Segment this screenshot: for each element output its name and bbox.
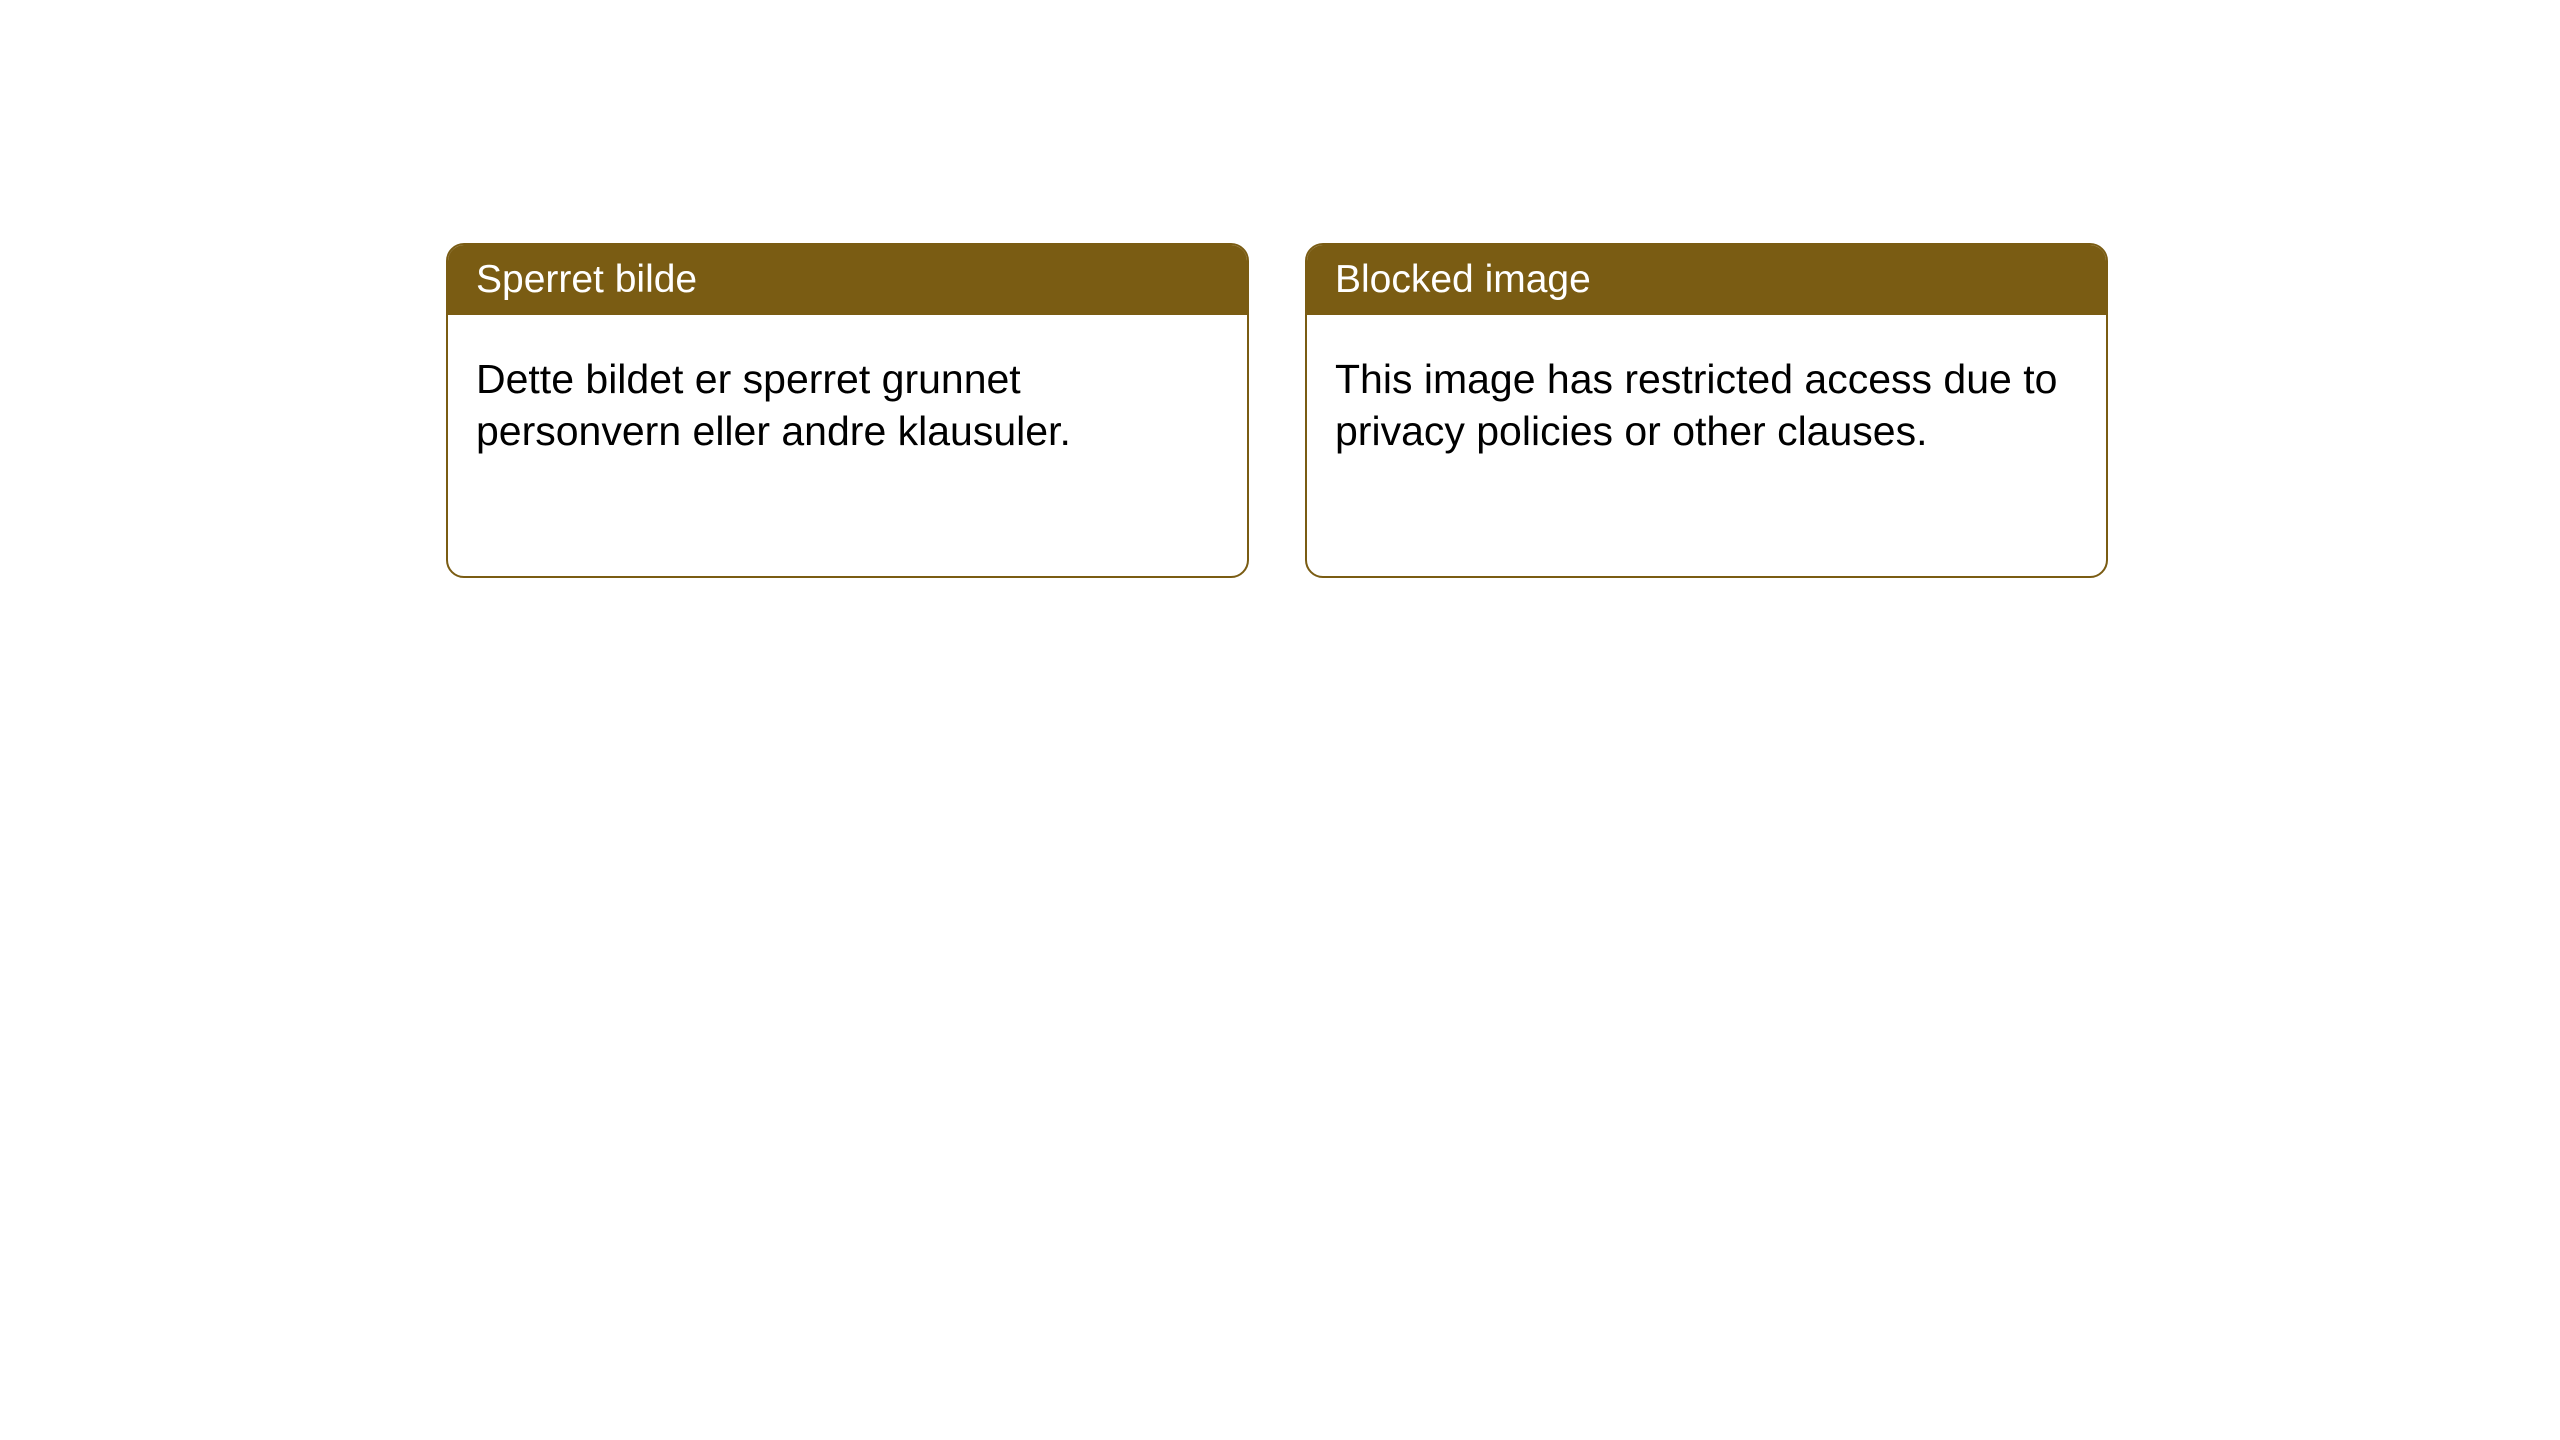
card-title: Sperret bilde (476, 258, 697, 301)
notice-card-english: Blocked image This image has restricted … (1305, 243, 2108, 578)
notice-cards-container: Sperret bilde Dette bildet er sperret gr… (446, 243, 2108, 578)
notice-card-norwegian: Sperret bilde Dette bildet er sperret gr… (446, 243, 1249, 578)
card-body-text: Dette bildet er sperret grunnet personve… (476, 356, 1071, 454)
card-body-text: This image has restricted access due to … (1335, 356, 2057, 454)
card-title: Blocked image (1335, 258, 1591, 301)
card-body: Dette bildet er sperret grunnet personve… (448, 315, 1247, 495)
card-header: Blocked image (1307, 245, 2106, 315)
card-body: This image has restricted access due to … (1307, 315, 2106, 495)
card-header: Sperret bilde (448, 245, 1247, 315)
